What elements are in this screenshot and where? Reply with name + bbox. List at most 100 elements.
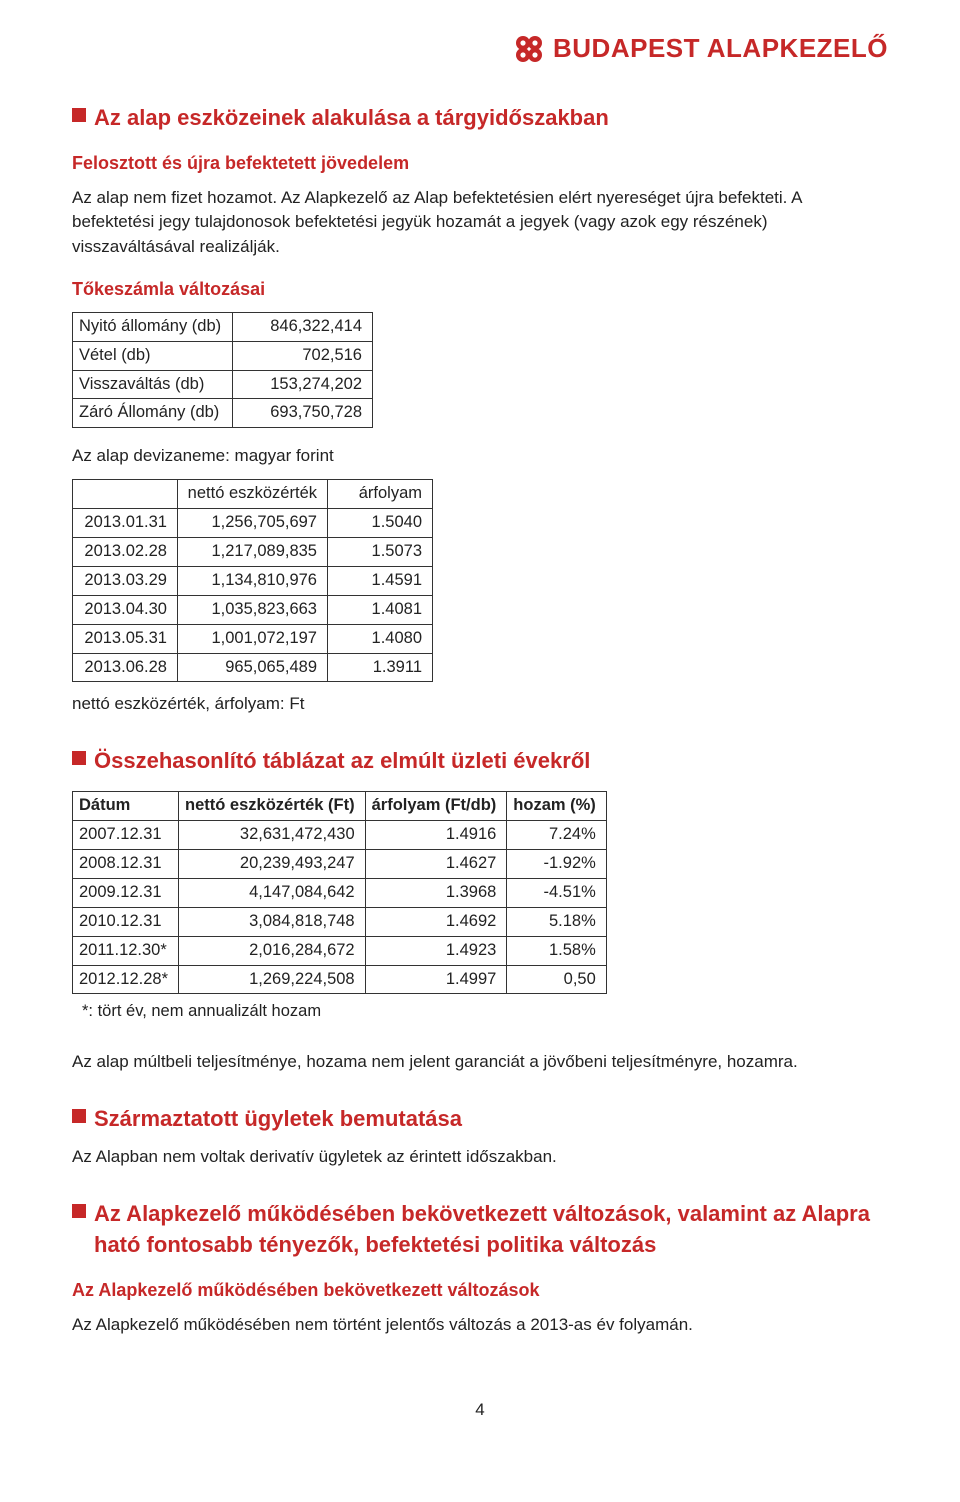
section-4-heading: Az Alapkezelő működésében bekövetkezett …	[72, 1198, 888, 1262]
section-3-body: Az Alapban nem voltak derivatív ügyletek…	[72, 1145, 888, 1170]
cell-value: 693,750,728	[233, 399, 373, 428]
cell-value: 2007.12.31	[73, 820, 179, 849]
section-1-paragraph: Az alap nem fizet hozamot. Az Alapkezelő…	[72, 186, 888, 260]
cell-value: 2013.05.31	[73, 624, 178, 653]
cell-value: 846,322,414	[233, 312, 373, 341]
cell-label: Vétel (db)	[73, 341, 233, 370]
bullet-icon	[72, 751, 86, 765]
cell-value: 1.5073	[328, 537, 433, 566]
nav-note: nettó eszközérték, árfolyam: Ft	[72, 692, 888, 717]
table-row: 2013.02.281,217,089,8351.5073	[73, 537, 433, 566]
bullet-icon	[72, 1109, 86, 1123]
brand-logo-icon	[513, 33, 545, 65]
cell-value: 1,256,705,697	[178, 508, 328, 537]
table-row: 2013.03.291,134,810,9761.4591	[73, 566, 433, 595]
column-header: hozam (%)	[507, 792, 607, 821]
cell-value: 4,147,084,642	[179, 878, 366, 907]
table-row: 2010.12.313,084,818,7481.46925.18%	[73, 907, 607, 936]
cell-value: 5.18%	[507, 907, 607, 936]
cell-value: 2011.12.30*	[73, 936, 179, 965]
section-1-subhead-2: Tőkeszámla változásai	[72, 276, 888, 302]
cell-value: 1.4591	[328, 566, 433, 595]
cell-value: 3,084,818,748	[179, 907, 366, 936]
cell-value: 2012.12.28*	[73, 965, 179, 994]
cell-value: 1.58%	[507, 936, 607, 965]
cell-value: 2013.04.30	[73, 595, 178, 624]
cell-value: 1,035,823,663	[178, 595, 328, 624]
page-number: 4	[72, 1398, 888, 1423]
cell-value: 1.4692	[365, 907, 507, 936]
cell-value: 2009.12.31	[73, 878, 179, 907]
section-4-subhead: Az Alapkezelő működésében bekövetkezett …	[72, 1277, 888, 1303]
table-row: 2007.12.3132,631,472,4301.49167.24%	[73, 820, 607, 849]
section-1-heading: Az alap eszközeinek alakulása a tárgyidő…	[72, 102, 888, 134]
cell-value: 1.3968	[365, 878, 507, 907]
cell-value: -4.51%	[507, 878, 607, 907]
cell-value: 702,516	[233, 341, 373, 370]
cell-value: 20,239,493,247	[179, 849, 366, 878]
cell-value: 1,217,089,835	[178, 537, 328, 566]
table-row: 2013.06.28965,065,4891.3911	[73, 653, 433, 682]
table-header-row: nettó eszközértékárfolyam	[73, 480, 433, 509]
capital-table: Nyitó állomány (db)846,322,414Vétel (db)…	[72, 312, 373, 429]
section-4-title: Az Alapkezelő működésében bekövetkezett …	[94, 1198, 888, 1262]
table-row: 2013.05.311,001,072,1971.4080	[73, 624, 433, 653]
cell-value: 0,50	[507, 965, 607, 994]
table-header-row: Dátumnettó eszközérték (Ft)árfolyam (Ft/…	[73, 792, 607, 821]
table-row: 2011.12.30*2,016,284,6721.49231.58%	[73, 936, 607, 965]
cell-value: 1.4923	[365, 936, 507, 965]
table-row: 2008.12.3120,239,493,2471.4627-1.92%	[73, 849, 607, 878]
table-row: 2009.12.314,147,084,6421.3968-4.51%	[73, 878, 607, 907]
bullet-icon	[72, 1204, 86, 1218]
comparison-footnote: *: tört év, nem annualizált hozam	[82, 1000, 888, 1024]
cell-value: 2,016,284,672	[179, 936, 366, 965]
section-2-title: Összehasonlító táblázat az elmúlt üzleti…	[94, 745, 590, 777]
section-3-heading: Származtatott ügyletek bemutatása	[72, 1103, 888, 1135]
table-row: 2013.04.301,035,823,6631.4081	[73, 595, 433, 624]
column-header: árfolyam (Ft/db)	[365, 792, 507, 821]
section-2-heading: Összehasonlító táblázat az elmúlt üzleti…	[72, 745, 888, 777]
column-header: Dátum	[73, 792, 179, 821]
table-row: Visszaváltás (db)153,274,202	[73, 370, 373, 399]
cell-value: 32,631,472,430	[179, 820, 366, 849]
cell-label: Visszaváltás (db)	[73, 370, 233, 399]
cell-value: 1.4081	[328, 595, 433, 624]
cell-label: Nyitó állomány (db)	[73, 312, 233, 341]
cell-value: 1.4627	[365, 849, 507, 878]
column-header: nettó eszközérték	[178, 480, 328, 509]
cell-value: 1.4916	[365, 820, 507, 849]
performance-note: Az alap múltbeli teljesítménye, hozama n…	[72, 1050, 888, 1075]
cell-value: -1.92%	[507, 849, 607, 878]
bullet-icon	[72, 108, 86, 122]
column-header: nettó eszközérték (Ft)	[179, 792, 366, 821]
section-1-subhead-1: Felosztott és újra befektetett jövedelem	[72, 150, 888, 176]
nav-intro: Az alap devizaneme: magyar forint	[72, 444, 888, 469]
cell-value: 1.4080	[328, 624, 433, 653]
brand-header: BUDAPEST ALAPKEZELŐ	[72, 30, 888, 68]
table-row: Záró Állomány (db)693,750,728	[73, 399, 373, 428]
cell-value: 1,269,224,508	[179, 965, 366, 994]
cell-value: 2013.01.31	[73, 508, 178, 537]
brand-name: BUDAPEST ALAPKEZELŐ	[553, 30, 888, 68]
cell-value: 153,274,202	[233, 370, 373, 399]
nav-table: nettó eszközértékárfolyam2013.01.311,256…	[72, 479, 433, 682]
cell-value: 1.5040	[328, 508, 433, 537]
cell-value: 1.4997	[365, 965, 507, 994]
section-3-title: Származtatott ügyletek bemutatása	[94, 1103, 462, 1135]
cell-value: 2013.06.28	[73, 653, 178, 682]
section-1-title: Az alap eszközeinek alakulása a tárgyidő…	[94, 102, 609, 134]
table-row: Nyitó állomány (db)846,322,414	[73, 312, 373, 341]
cell-value: 2010.12.31	[73, 907, 179, 936]
comparison-table: Dátumnettó eszközérték (Ft)árfolyam (Ft/…	[72, 791, 607, 994]
column-header	[73, 480, 178, 509]
cell-value: 2008.12.31	[73, 849, 179, 878]
cell-value: 2013.02.28	[73, 537, 178, 566]
table-row: 2013.01.311,256,705,6971.5040	[73, 508, 433, 537]
cell-value: 1.3911	[328, 653, 433, 682]
column-header: árfolyam	[328, 480, 433, 509]
cell-value: 7.24%	[507, 820, 607, 849]
table-row: Vétel (db)702,516	[73, 341, 373, 370]
section-4-body: Az Alapkezelő működésében nem történt je…	[72, 1313, 888, 1338]
cell-value: 965,065,489	[178, 653, 328, 682]
cell-label: Záró Állomány (db)	[73, 399, 233, 428]
